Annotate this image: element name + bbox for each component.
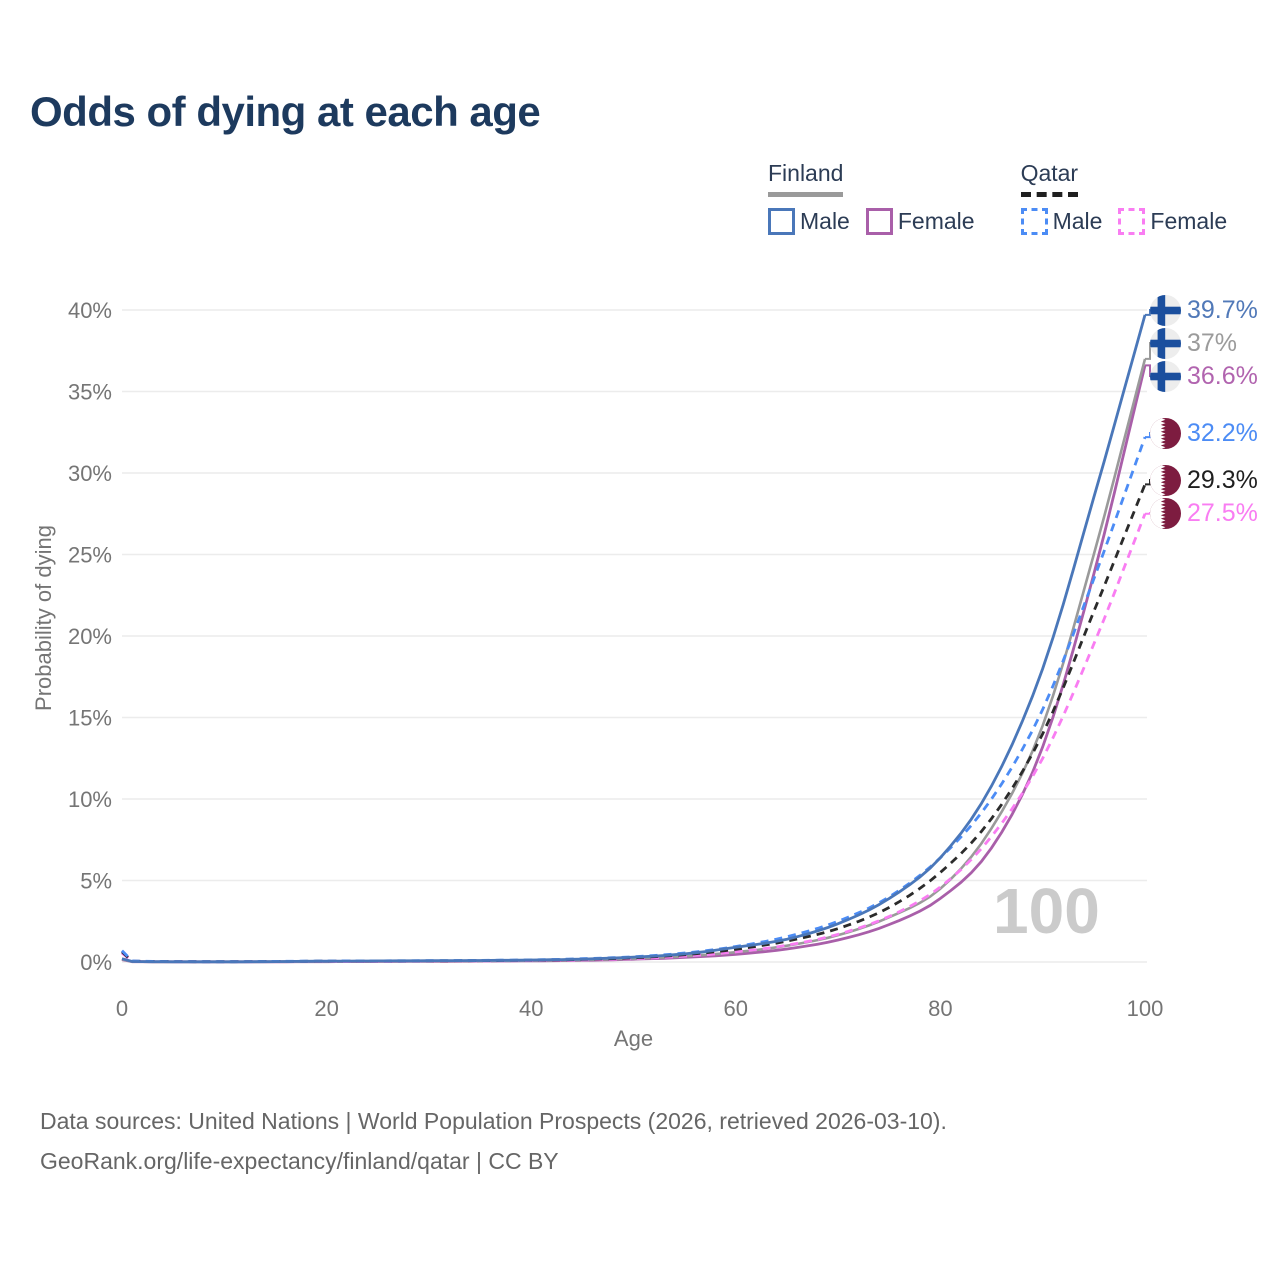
legend-qatar-header: Qatar (1020, 160, 1079, 197)
finland-flag-icon (1150, 361, 1181, 392)
legend-item-finland-male[interactable]: Male (768, 208, 850, 235)
svg-text:100: 100 (1127, 996, 1164, 1021)
x-axis-title: Age (613, 1026, 654, 1051)
attribution-line: GeoRank.org/life-expectancy/finland/qata… (40, 1148, 559, 1174)
end-value-finland-male: 39.7% (1187, 296, 1258, 324)
qatar-flag-icon (1150, 498, 1181, 529)
svg-text:40: 40 (519, 996, 543, 1021)
svg-text:20%: 20% (68, 624, 112, 649)
svg-text:25%: 25% (68, 543, 112, 568)
qatar-line-swatch (1020, 192, 1079, 197)
qatar-male-swatch-icon (1020, 208, 1048, 235)
svg-text:20: 20 (314, 996, 338, 1021)
data-source-line: Data sources: United Nations | World Pop… (40, 1108, 947, 1134)
end-value-finland-total: 37% (1187, 329, 1238, 357)
legend-item-qatar-male[interactable]: Male (1020, 208, 1103, 235)
svg-text:80: 80 (928, 996, 952, 1021)
svg-text:40%: 40% (68, 298, 112, 323)
qatar-flag-icon (1150, 465, 1181, 496)
svg-text:0: 0 (116, 996, 128, 1021)
legend-qatar-label: Qatar (1020, 160, 1079, 186)
end-value-qatar-female: 27.5% (1187, 499, 1258, 527)
end-label-qatar-female: 27.5% (1150, 498, 1258, 529)
legend-group-finland: Finland Male Female (768, 160, 975, 235)
svg-text:15%: 15% (68, 706, 112, 731)
finland-line-swatch (768, 192, 844, 197)
page-title: Odds of dying at each age (30, 88, 541, 135)
end-label-qatar-total: 29.3% (1150, 465, 1258, 496)
qatar-female-swatch-icon (1118, 208, 1146, 235)
finland-flag-icon (1150, 328, 1181, 359)
finland-flag-icon (1150, 295, 1181, 326)
end-label-finland-total: 37% (1150, 328, 1237, 359)
end-value-qatar-male: 32.2% (1187, 419, 1258, 447)
legend-qatar-female-label: Female (1150, 208, 1228, 234)
svg-text:5%: 5% (80, 869, 112, 894)
legend-qatar-male-label: Male (1052, 208, 1103, 234)
legend-item-finland-female[interactable]: Female (865, 208, 975, 235)
legend-group-qatar: Qatar Male Female (1020, 160, 1227, 235)
svg-text:10%: 10% (68, 787, 112, 812)
legend-finland-label: Finland (768, 160, 844, 186)
end-label-finland-male: 39.7% (1150, 295, 1258, 326)
end-label-qatar-male: 32.2% (1150, 418, 1258, 449)
svg-text:60: 60 (724, 996, 748, 1021)
end-value-qatar-total: 29.3% (1187, 466, 1258, 494)
y-axis-title: Probability of dying (31, 525, 56, 711)
svg-text:35%: 35% (68, 380, 112, 405)
qatar-flag-icon (1150, 418, 1181, 449)
svg-text:30%: 30% (68, 461, 112, 486)
legend-finland-female-label: Female (897, 208, 975, 234)
age-watermark: 100 (993, 875, 1100, 947)
finland-female-swatch-icon (865, 208, 893, 235)
end-value-finland-female: 36.6% (1187, 362, 1258, 390)
end-label-finland-female: 36.6% (1150, 361, 1258, 392)
finland-male-swatch-icon (768, 208, 795, 235)
legend-item-qatar-female[interactable]: Female (1118, 208, 1227, 235)
legend-finland-header: Finland (768, 160, 844, 197)
legend-finland-male-label: Male (800, 208, 850, 234)
legend: Finland Male Female Qatar (768, 160, 1227, 235)
svg-text:0%: 0% (80, 950, 112, 975)
